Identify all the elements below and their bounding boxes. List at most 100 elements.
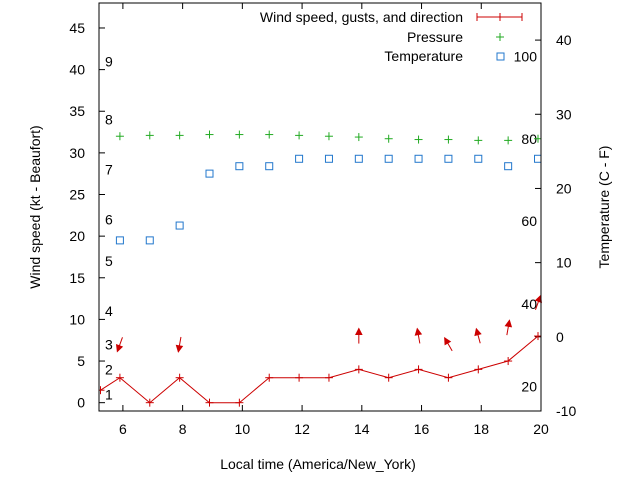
y-right-tick-label: 10 [556, 255, 572, 271]
pressure-point [354, 133, 363, 142]
wind-speed-point [115, 373, 124, 382]
y-left-tick-label: 45 [69, 20, 85, 36]
fahrenheit-label: 80 [521, 131, 537, 147]
temperature-point [175, 221, 184, 230]
y-right-tick-label: 20 [556, 180, 572, 196]
y-left-tick-label: 40 [69, 62, 85, 78]
x-tick-label: 12 [294, 421, 310, 437]
x-tick-label: 10 [235, 421, 251, 437]
wind-speed-line [100, 335, 539, 404]
temperature-point [295, 154, 304, 163]
temperature-point [384, 154, 393, 163]
series-layer [99, 130, 541, 407]
pressure-point [295, 131, 304, 140]
wind-speed-point [354, 365, 363, 374]
legend-pressure-label: Pressure [407, 29, 463, 45]
x-tick-label: 16 [414, 421, 430, 437]
secondary-unit-labels: 1 2 3 4 5 6 7 8 9 20 40 60 80 100 [105, 48, 537, 402]
temperature-point [115, 236, 124, 245]
wind-direction-arrow [414, 327, 423, 344]
temperature-point [444, 154, 453, 163]
pressure-point [384, 134, 393, 143]
y-left-tick-label: 5 [77, 353, 85, 369]
y-left-tick-label: 25 [69, 187, 85, 203]
x-tick-label: 14 [354, 421, 370, 437]
legend-temperature-label: Temperature [384, 48, 463, 64]
beaufort-label: 2 [105, 361, 113, 377]
pressure-point [235, 130, 244, 139]
fahrenheit-label: 100 [514, 48, 538, 64]
pressure-point [414, 135, 423, 144]
wind-speed-point [265, 373, 274, 382]
fahrenheit-label: 40 [521, 296, 537, 312]
pressure-point [324, 132, 333, 141]
temperature-point [145, 236, 154, 245]
pressure-point [444, 135, 453, 144]
fahrenheit-label: 20 [521, 379, 537, 395]
pressure-point [175, 131, 184, 140]
y-right-tick-label: 0 [556, 329, 564, 345]
beaufort-label: 4 [105, 303, 113, 319]
y-left-tick-label: 0 [77, 395, 85, 411]
legend-pressure-sample [496, 33, 504, 41]
beaufort-label: 3 [105, 336, 113, 352]
pressure-point [115, 132, 124, 141]
beaufort-label: 6 [105, 211, 113, 227]
tick-labels: 6 8 10 12 14 16 18 20051015202530354045-1001020… [69, 20, 576, 437]
y-left-tick-label: 35 [69, 103, 85, 119]
wind-direction-arrow [175, 336, 184, 353]
wind-direction-arrow [504, 319, 513, 336]
beaufort-label: 8 [105, 112, 113, 128]
wind-speed-point [175, 373, 184, 382]
wind-speed-point [295, 373, 304, 382]
y-right-tick-label: 30 [556, 106, 572, 122]
y-right-tick-label: -10 [556, 403, 576, 419]
y-left-tick-label: 10 [69, 311, 85, 327]
temperature-point [504, 162, 513, 171]
y-axis-right-label: Temperature (C - F) [596, 146, 612, 269]
wind-speed-point [235, 398, 244, 407]
wind-speed-point [414, 365, 423, 374]
wind-direction-arrows [115, 294, 542, 353]
wind-speed-point [504, 357, 513, 366]
beaufort-label: 5 [105, 253, 113, 269]
y-axis-left-label: Wind speed (kt - Beaufort) [27, 125, 43, 288]
y-left-tick-label: 30 [69, 145, 85, 161]
temperature-point [235, 162, 244, 171]
pressure-point [504, 136, 513, 145]
temperature-point [534, 154, 541, 163]
x-tick-label: 20 [533, 421, 549, 437]
beaufort-label: 7 [105, 162, 113, 178]
wind-direction-arrow [444, 336, 453, 352]
legend-wind-sample [476, 13, 523, 21]
y-right-tick-label: 40 [556, 32, 572, 48]
plot-frame [98, 2, 542, 412]
wind-speed-point [205, 398, 214, 407]
pressure-point [474, 136, 483, 145]
wind-speed-point [384, 373, 393, 382]
wind-speed-point [444, 373, 453, 382]
x-tick-label: 18 [473, 421, 489, 437]
temperature-point [324, 154, 333, 163]
temperature-point [414, 154, 423, 163]
beaufort-label: 9 [105, 53, 113, 69]
y-left-tick-label: 15 [69, 270, 85, 286]
beaufort-label: 1 [105, 386, 113, 402]
x-axis-label: Local time (America/New_York) [220, 456, 416, 472]
legend: Wind speed, gusts, and direction Pressur… [260, 9, 523, 64]
wind-direction-arrow [355, 327, 363, 344]
temperature-point [205, 169, 214, 178]
fahrenheit-label: 60 [521, 213, 537, 229]
wind-direction-arrow [115, 337, 124, 353]
pressure-point [205, 130, 214, 139]
x-tick-label: 8 [179, 421, 187, 437]
wind-direction-arrow [474, 327, 482, 344]
legend-temperature-sample [496, 52, 505, 61]
pressure-point [145, 131, 154, 140]
temperature-point [265, 162, 274, 171]
y-left-tick-label: 20 [69, 228, 85, 244]
x-tick-label: 6 [119, 421, 127, 437]
wind-speed-point [324, 373, 333, 382]
temperature-point [474, 154, 483, 163]
